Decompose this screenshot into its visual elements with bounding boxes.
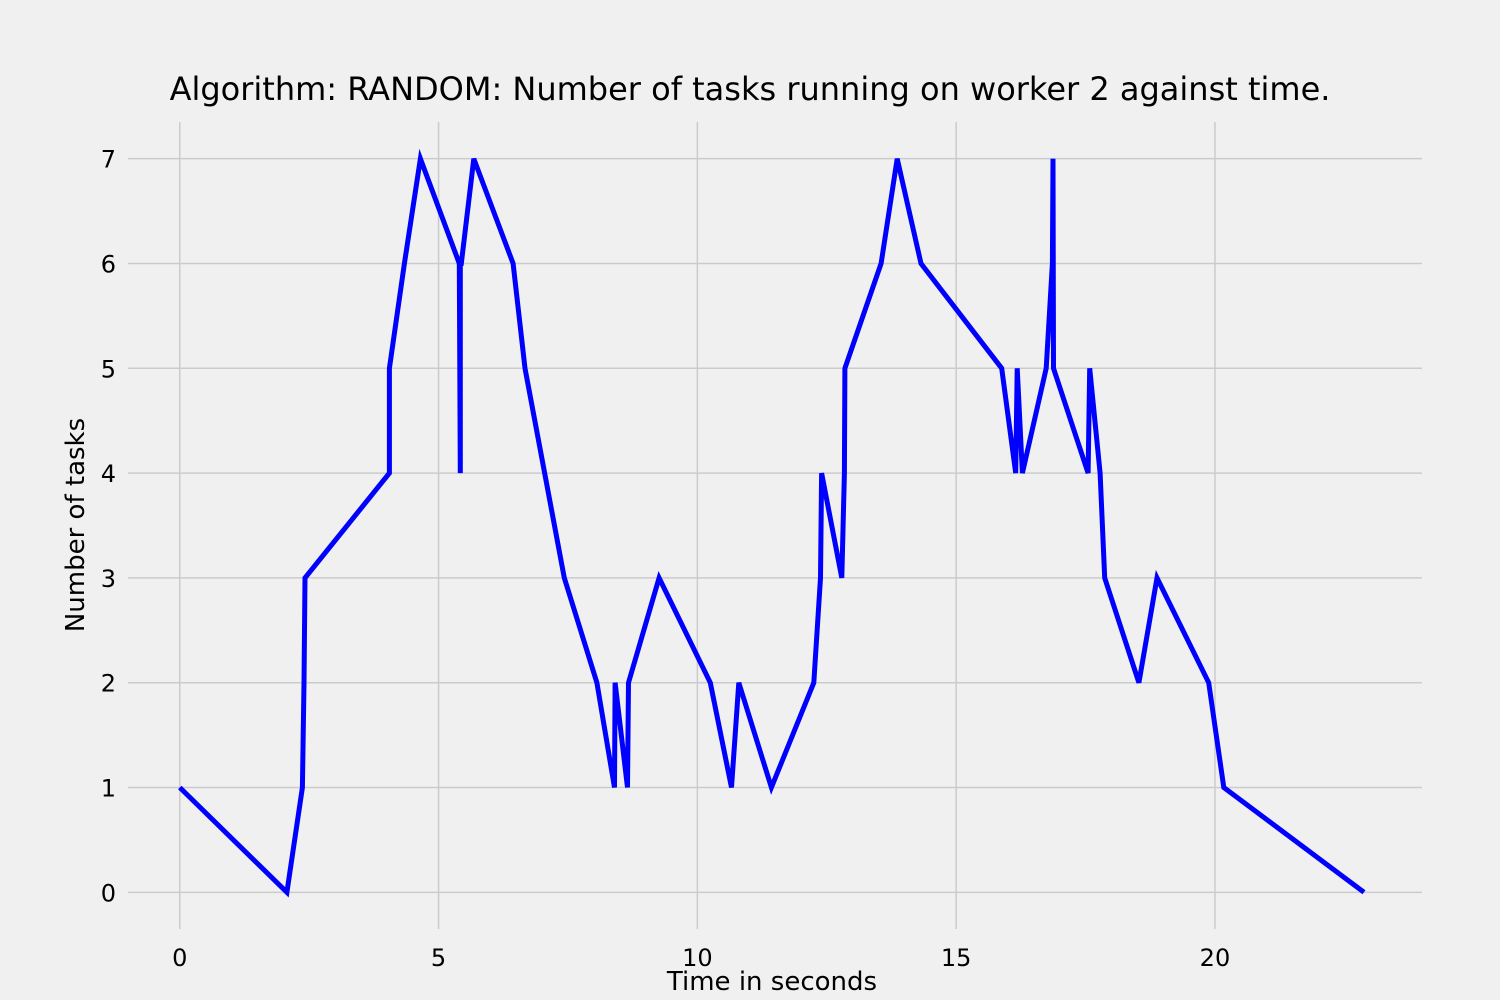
x-tick-label: 20 [1200, 944, 1231, 972]
x-tick-label: 0 [172, 944, 187, 972]
x-tick-label: 15 [941, 944, 972, 972]
y-tick-label: 1 [101, 775, 116, 803]
y-tick-label: 2 [101, 670, 116, 698]
y-axis-label: Number of tasks [61, 418, 91, 632]
y-tick-label: 0 [101, 879, 116, 907]
x-tick-label: 5 [431, 944, 446, 972]
chart-title: Algorithm: RANDOM: Number of tasks runni… [170, 70, 1331, 108]
y-tick-label: 3 [101, 565, 116, 593]
y-tick-label: 6 [101, 250, 116, 278]
series-layer [178, 148, 1366, 898]
x-tick-labels: 0 5 10 15 20 [172, 944, 1230, 972]
horizontal-gridlines [128, 157, 1422, 894]
x-tick-label: 10 [682, 944, 713, 972]
y-tick-labels: 0 1 2 3 4 5 6 7 [101, 146, 116, 908]
y-tick-label: 4 [101, 460, 116, 488]
plot-area [128, 122, 1422, 929]
y-tick-label: 5 [101, 355, 116, 383]
series-line [178, 148, 1366, 898]
y-tick-label: 7 [101, 146, 116, 174]
x-axis-label: Time in seconds [666, 967, 877, 997]
vertical-gridlines [179, 122, 1216, 929]
